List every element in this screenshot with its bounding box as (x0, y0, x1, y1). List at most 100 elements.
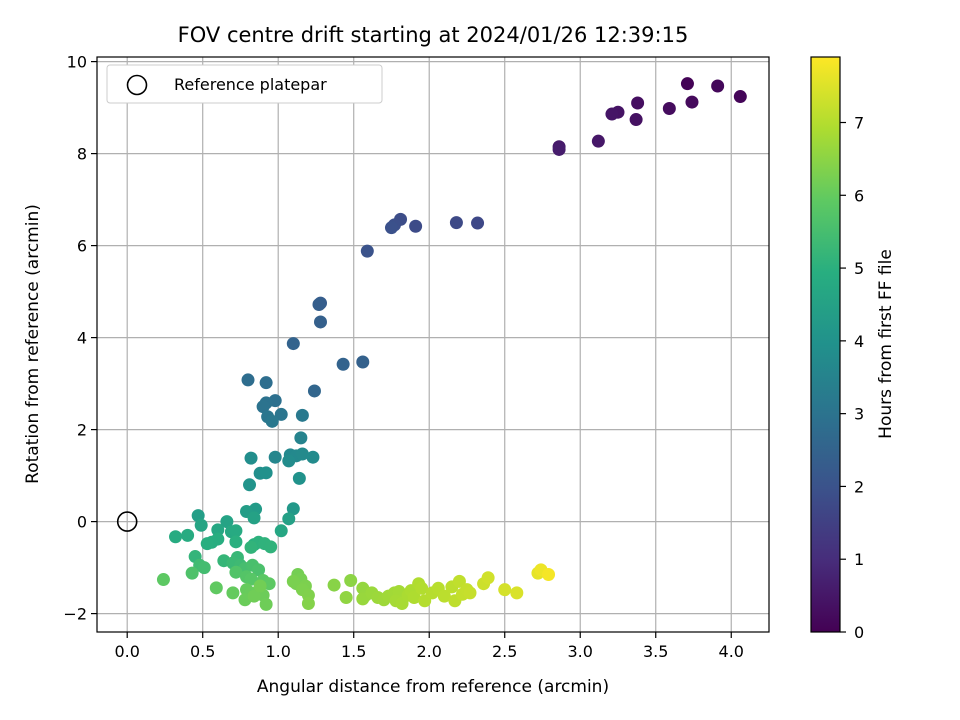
x-axis-ticks: 0.0 0.5 1.0 1.5 2.0 2.5 3.0 3.5 4.0 (114, 632, 744, 661)
x-tick-label: 3.0 (568, 642, 593, 661)
y-tick-label: 10 (67, 53, 87, 72)
data-point (384, 221, 398, 235)
x-tick-label: 0.0 (114, 642, 139, 661)
colorbar-tick-label: 0 (854, 623, 864, 642)
colorbar-gradient (811, 57, 840, 632)
data-point (344, 573, 358, 587)
data-point (452, 574, 466, 588)
data-point (498, 583, 512, 597)
x-tick-label: 2.5 (492, 642, 517, 661)
data-point (306, 450, 320, 464)
data-point (253, 579, 267, 593)
y-axis-ticks: −2 0 2 4 6 8 10 (63, 53, 97, 624)
y-axis-label: Rotation from reference (arcmin) (23, 204, 43, 484)
data-point (256, 400, 270, 414)
x-tick-label: 1.5 (341, 642, 366, 661)
data-point (680, 77, 694, 91)
y-tick-label: 2 (77, 421, 87, 440)
data-point (295, 447, 309, 461)
data-point (294, 431, 308, 445)
colorbar-tick-label: 3 (854, 405, 864, 424)
data-point (360, 244, 374, 258)
data-point (286, 337, 300, 351)
data-point (282, 512, 296, 526)
data-point (244, 572, 258, 586)
data-point (313, 315, 327, 329)
data-point (292, 471, 306, 485)
data-point (449, 216, 463, 230)
colorbar-ticks: 0 1 2 3 4 5 6 7 (840, 114, 864, 642)
chart-title: FOV centre drift starting at 2024/01/26 … (178, 23, 689, 47)
data-point (259, 376, 273, 390)
y-tick-label: 4 (77, 329, 87, 348)
data-point (259, 466, 273, 480)
data-point (264, 540, 278, 554)
colorbar-frame (810, 56, 841, 633)
data-point (229, 535, 243, 549)
data-point (243, 478, 257, 492)
colorbar-tick-label: 2 (854, 477, 864, 496)
data-point (605, 107, 619, 121)
colorbar-tick-label: 6 (854, 186, 864, 205)
data-point (339, 591, 353, 604)
legend-marker (126, 74, 148, 96)
plot-area-frame (96, 56, 770, 633)
data-point (274, 407, 288, 421)
data-point (194, 518, 208, 532)
data-point (510, 586, 524, 600)
data-point (226, 586, 240, 600)
data-point (229, 524, 243, 538)
data-point (356, 355, 370, 369)
data-point (409, 219, 423, 233)
data-point (552, 142, 566, 156)
data-point (169, 530, 183, 544)
x-tick-label: 0.5 (190, 642, 215, 661)
data-point (259, 597, 273, 611)
data-point (295, 408, 309, 422)
data-point (407, 591, 421, 604)
data-point (336, 357, 350, 371)
x-tick-label: 3.5 (643, 642, 668, 661)
data-point (631, 96, 645, 110)
data-point (312, 297, 326, 311)
data-point (244, 540, 258, 554)
data-point (197, 561, 211, 575)
data-point (282, 454, 296, 468)
data-point (591, 134, 605, 148)
data-point (211, 523, 225, 537)
data-point (542, 568, 556, 581)
data-point (733, 90, 747, 104)
y-tick-label: 0 (77, 513, 87, 532)
data-point (286, 502, 300, 516)
data-point (629, 113, 643, 127)
y-tick-label: 6 (77, 237, 87, 256)
data-point (415, 581, 429, 595)
reference-point (116, 511, 138, 532)
data-point (274, 524, 288, 538)
data-point (220, 515, 234, 529)
data-point (301, 596, 315, 610)
legend-box (106, 64, 383, 104)
data-point (229, 565, 243, 579)
colorbar-tick-label: 1 (854, 550, 864, 569)
x-tick-label: 2.0 (416, 642, 441, 661)
colorbar-label: Hours from first FF file (876, 249, 896, 439)
data-point (471, 216, 485, 230)
data-point (463, 586, 477, 600)
colorbar: 0 1 2 3 4 5 6 7 Hours from first FF file (810, 56, 896, 642)
data-point (209, 581, 223, 595)
data-point (156, 573, 170, 587)
x-tick-label: 4.0 (719, 642, 744, 661)
data-point (711, 79, 725, 93)
data-point (241, 373, 255, 387)
data-point (685, 95, 699, 109)
y-tick-label: 8 (77, 145, 87, 164)
data-point (437, 589, 451, 603)
colorbar-tick-label: 7 (854, 114, 864, 133)
data-point (307, 384, 321, 398)
data-point (286, 574, 300, 588)
data-point (244, 451, 258, 465)
colorbar-tick-label: 4 (854, 332, 864, 351)
data-point (481, 571, 495, 585)
grid (97, 57, 769, 632)
